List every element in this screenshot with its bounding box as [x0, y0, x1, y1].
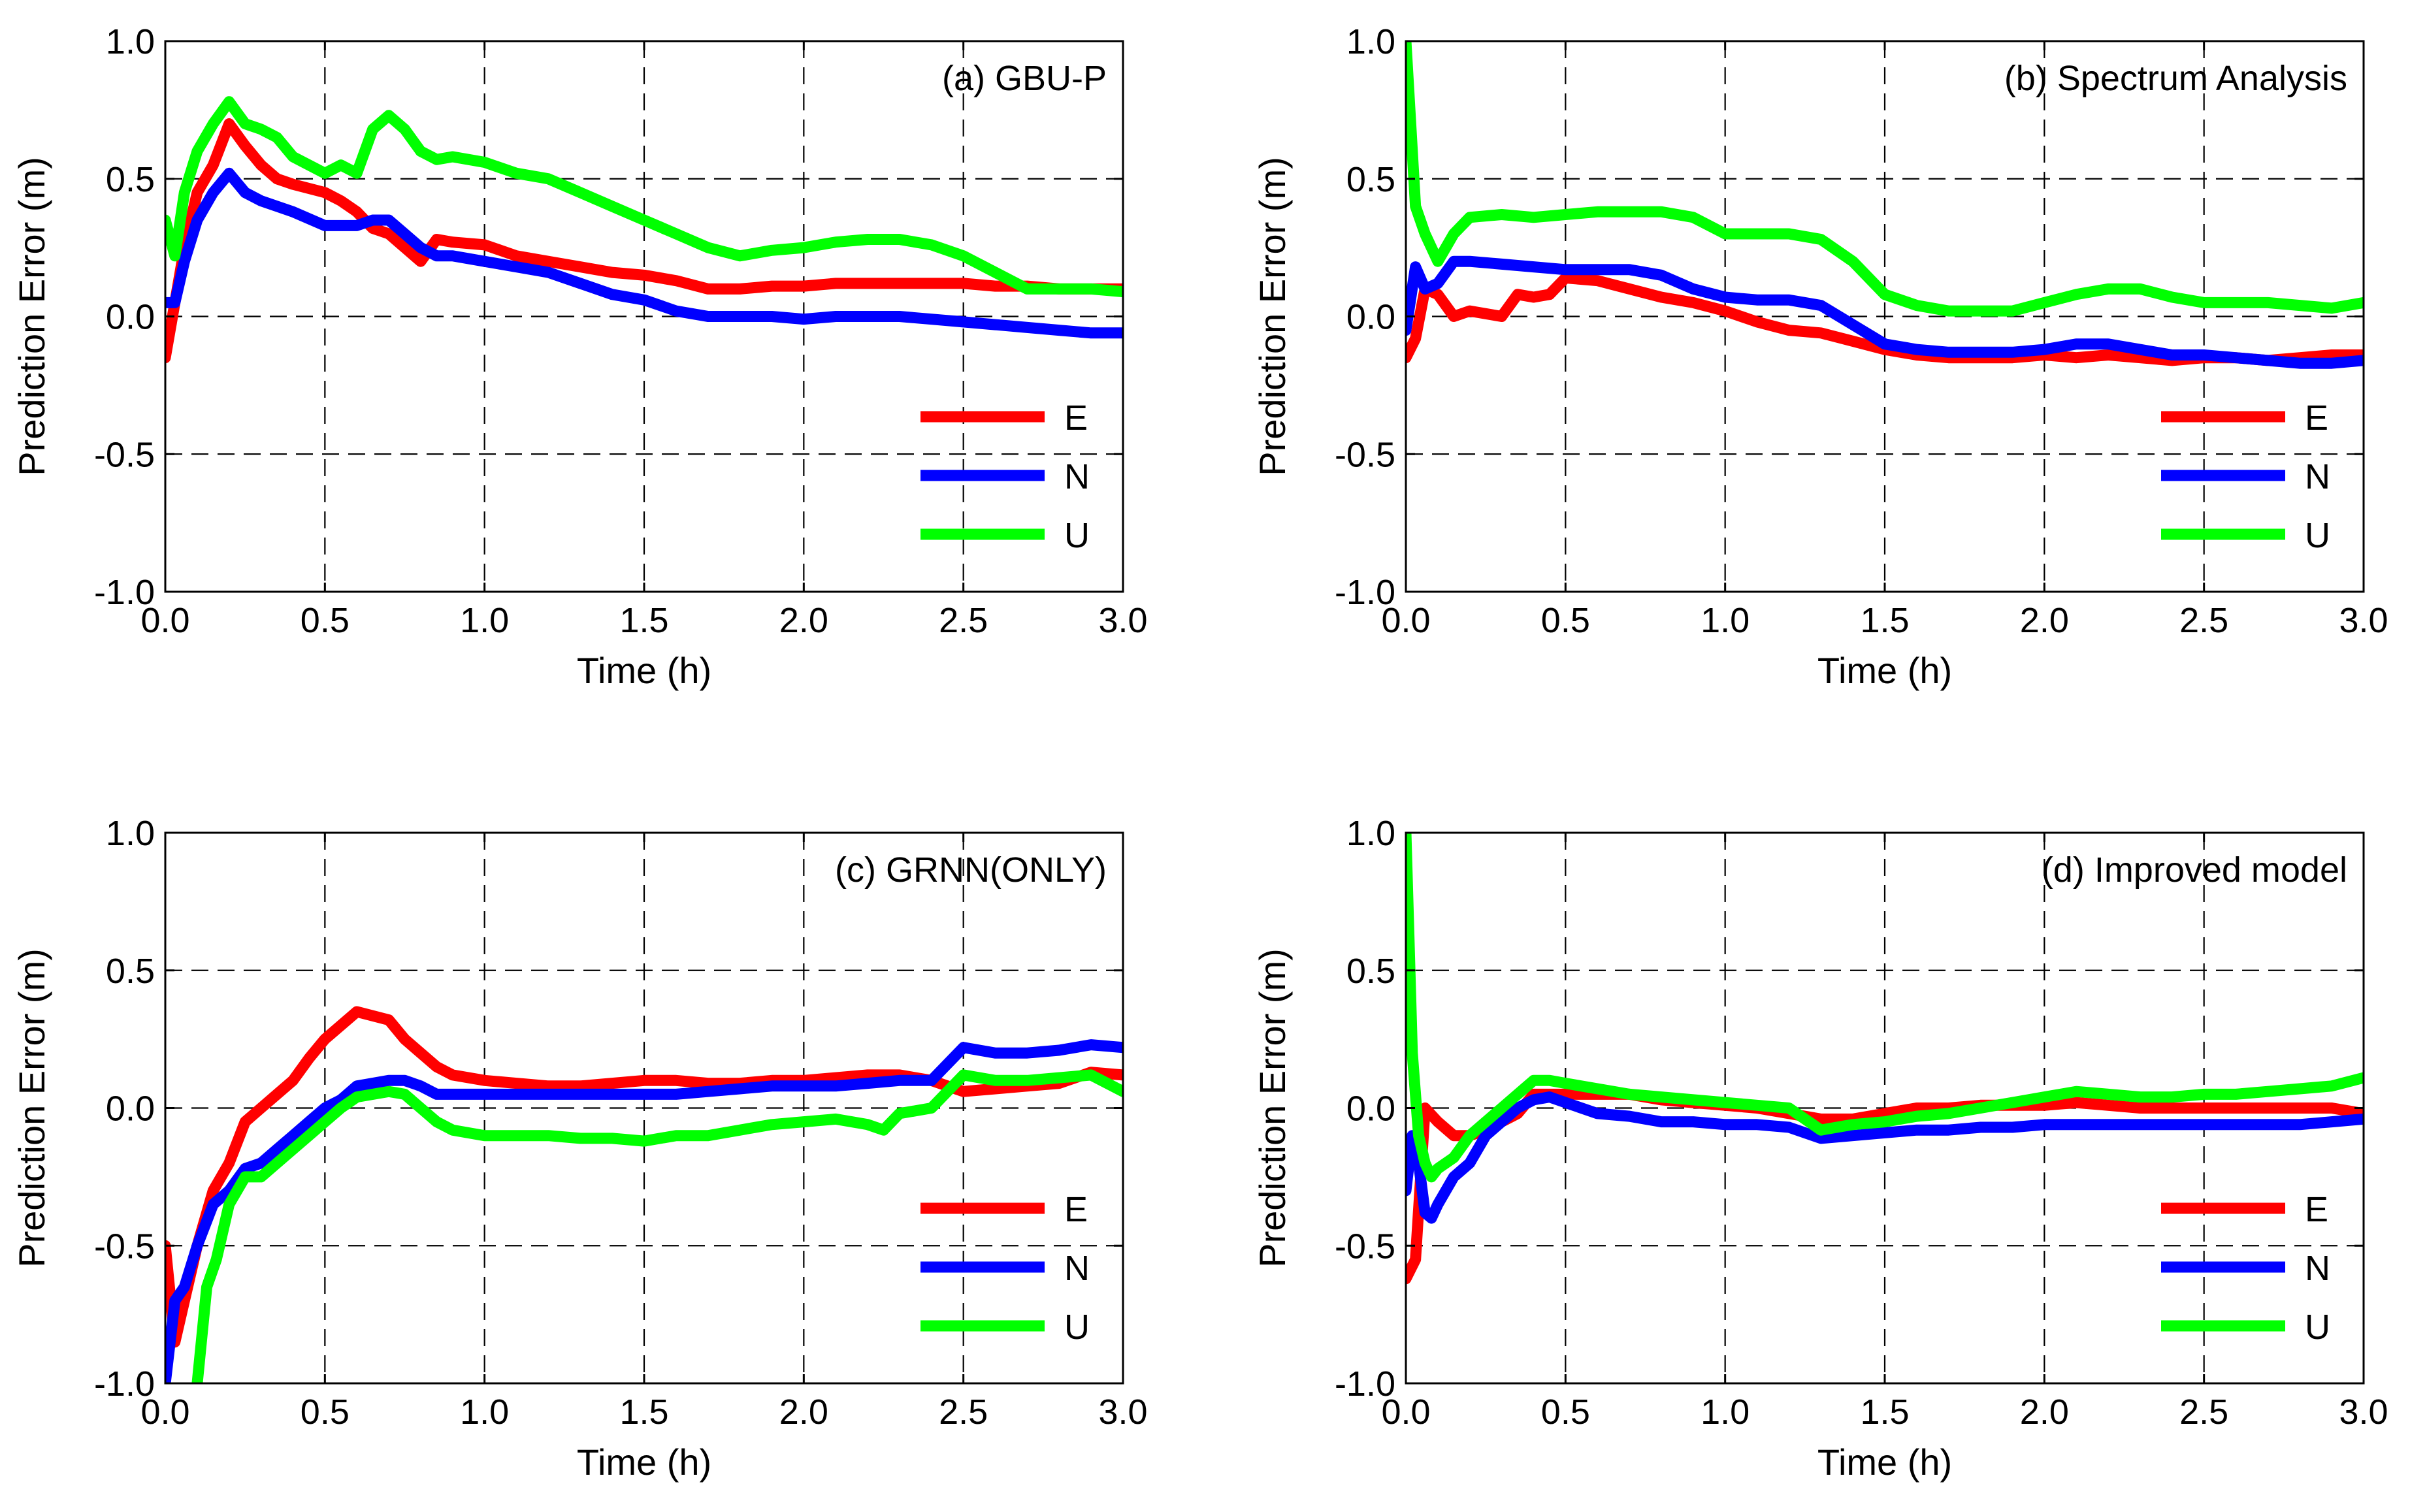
x-tick-label: 0.0 [1381, 601, 1430, 640]
legend-label-e: E [1064, 1190, 1088, 1229]
series-line-n [165, 1039, 1123, 1383]
legend: ENU [2161, 398, 2330, 555]
panel-title: (b) Spectrum Analysis [2004, 59, 2347, 98]
series-line-u [165, 96, 1123, 298]
x-tick-label: 1.5 [619, 601, 668, 640]
x-tick-label: 3.0 [2339, 601, 2388, 640]
x-tick-label: 3.0 [1098, 1392, 1147, 1432]
y-axis-label: Prediction Error (m) [11, 948, 52, 1268]
y-tick-label: 0.0 [106, 298, 155, 337]
y-tick-label: -0.5 [1335, 435, 1395, 474]
chart-panel-1: 0.0 0.5 1.0 1.5 2.0 2.5 3.0 1.0 0.5 0.0 -0.5 -1.0 Ti… [11, 22, 1148, 691]
y-tick-label: -0.5 [1335, 1227, 1395, 1266]
y-tick-label: 0.0 [1346, 298, 1395, 337]
series-group [165, 96, 1123, 364]
y-tick-label: -1.0 [94, 1364, 155, 1404]
series-group [1406, 833, 2364, 1285]
y-tick-label: 1.0 [1346, 814, 1395, 853]
y-tick-label: -0.5 [94, 1227, 155, 1266]
y-tick-label: 0.5 [106, 160, 155, 199]
panel-title: (a) GBU-P [942, 59, 1107, 98]
y-tick-label: 0.0 [106, 1089, 155, 1129]
legend-label-n: N [2305, 457, 2330, 496]
x-tick-label: 1.5 [1860, 1392, 1909, 1432]
series-line-e [165, 118, 1123, 364]
y-axis-label: Prediction Error (m) [1252, 948, 1293, 1268]
legend-label-n: N [2305, 1249, 2330, 1288]
legend-label-n: N [1064, 457, 1090, 496]
x-tick-label: 1.0 [1701, 1392, 1750, 1432]
x-axis-label: Time (h) [1817, 1441, 1952, 1483]
y-tick-label: 0.5 [1346, 952, 1395, 991]
y-tick-label: 0.5 [1346, 160, 1395, 199]
y-tick-label: -0.5 [94, 435, 155, 474]
series-group [1406, 41, 2364, 369]
y-tick-label: -1.0 [1335, 1364, 1395, 1404]
x-tick-label: 1.0 [460, 601, 509, 640]
legend-label-n: N [1064, 1249, 1090, 1288]
x-tick-label: 0.5 [1541, 1392, 1590, 1432]
legend-label-u: U [2305, 1308, 2330, 1347]
x-axis-label: Time (h) [577, 650, 711, 691]
legend: ENU [2161, 1190, 2330, 1347]
panel-title: (c) GRNN(ONLY) [835, 850, 1107, 890]
x-tick-label: 0.5 [301, 1392, 350, 1432]
series-line-u [1406, 41, 2364, 317]
series-line-u [1406, 833, 2364, 1183]
x-tick-label: 0.0 [140, 1392, 189, 1432]
legend-label-u: U [1064, 516, 1090, 555]
y-tick-label: 0.0 [1346, 1089, 1395, 1129]
x-tick-label: 1.5 [1860, 601, 1909, 640]
series-line-n [1406, 255, 2364, 369]
x-axis-label: Time (h) [577, 1441, 711, 1483]
series-line-u [191, 1069, 1123, 1383]
x-tick-label: 2.5 [2179, 1392, 2228, 1432]
series-group [165, 1006, 1123, 1383]
x-tick-label: 2.0 [2020, 1392, 2069, 1432]
legend-label-e: E [1064, 398, 1088, 438]
chart-panel-4: 0.0 0.5 1.0 1.5 2.0 2.5 3.0 1.0 0.5 0.0 -0.5 -1.0 Ti… [1252, 814, 2388, 1483]
y-axis-label: Prediction Error (m) [11, 157, 52, 476]
x-tick-label: 2.5 [939, 601, 988, 640]
x-tick-label: 2.0 [779, 601, 828, 640]
y-tick-label: -1.0 [1335, 573, 1395, 612]
x-tick-label: 0.5 [1541, 601, 1590, 640]
x-tick-label: 1.0 [460, 1392, 509, 1432]
legend: ENU [920, 1190, 1090, 1347]
panel-title: (d) Improved model [2042, 850, 2347, 890]
x-tick-label: 0.0 [1381, 1392, 1430, 1432]
x-tick-label: 3.0 [2339, 1392, 2388, 1432]
chart-panel-3: 0.0 0.5 1.0 1.5 2.0 2.5 3.0 1.0 0.5 0.0 -0.5 -1.0 Ti… [11, 814, 1148, 1483]
series-line-n [165, 167, 1123, 339]
legend: ENU [920, 398, 1090, 555]
x-tick-label: 2.0 [779, 1392, 828, 1432]
y-tick-label: 1.0 [1346, 22, 1395, 61]
x-tick-label: 1.5 [619, 1392, 668, 1432]
x-tick-label: 2.0 [2020, 601, 2069, 640]
x-tick-label: 2.5 [2179, 601, 2228, 640]
x-tick-label: 0.5 [301, 601, 350, 640]
x-axis-label: Time (h) [1817, 650, 1952, 691]
chart-panel-2: 0.0 0.5 1.0 1.5 2.0 2.5 3.0 1.0 0.5 0.0 -0.5 -1.0 Ti… [1252, 22, 2388, 691]
y-axis-label: Prediction Error (m) [1252, 157, 1293, 476]
x-tick-label: 2.5 [939, 1392, 988, 1432]
y-tick-label: -1.0 [94, 573, 155, 612]
x-tick-label: 3.0 [1098, 601, 1147, 640]
y-tick-label: 1.0 [106, 814, 155, 853]
y-tick-label: 1.0 [106, 22, 155, 61]
x-tick-label: 0.0 [140, 601, 189, 640]
legend-label-e: E [2305, 1190, 2328, 1229]
x-tick-label: 1.0 [1701, 601, 1750, 640]
series-line-n [1406, 1091, 2364, 1224]
y-tick-label: 0.5 [106, 952, 155, 991]
legend-label-u: U [1064, 1308, 1090, 1347]
legend-label-e: E [2305, 398, 2328, 438]
legend-label-u: U [2305, 516, 2330, 555]
